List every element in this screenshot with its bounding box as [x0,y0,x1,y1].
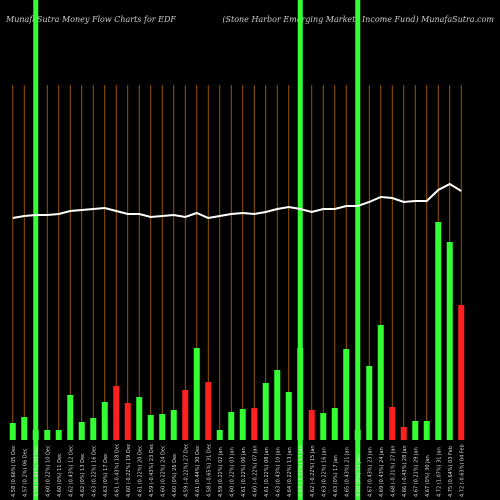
x-tick-label: 4.57 (0.2%) 06 Dec [22,448,28,497]
x-tick-label: 4.67 (0.43%) 23 Jan [367,447,373,497]
bar [147,415,154,440]
x-tick-label: 4.60 (0.22%) 03 Jan [229,447,235,497]
x-tick-label: 4.61 (0.22%) 06 Jan [241,447,247,497]
bar [216,430,223,440]
x-tick-label: 4.65 (0.43%) 21 Jan [344,447,350,497]
x-tick-label: 4.60 (0.22%) 10 Dec [45,445,51,497]
x-tick-label: 4.63 (0%) 17 Jan [333,455,339,497]
bar [90,418,97,440]
bar [274,370,281,440]
x-tick-label: 4.66 (-0.43%) 28 Jan [402,445,408,497]
x-tick-label: 4.72 (-0.63%) 04 Feb [459,444,465,497]
x-tick-label: 4.67 (0%) 30 Jan [425,455,431,497]
highlight-line [355,0,361,500]
highlight-line [297,0,303,500]
chart-title: MunafaSutra Money Flow Charts for EDF [5,15,176,24]
bar [308,410,315,440]
bar [400,427,407,440]
bar [21,417,28,440]
bar [228,412,235,440]
money-flow-line [12,182,462,220]
x-tick-label: 4.64 (0.22%) 13 Jan [287,447,293,497]
x-tick-label: 4.59 (0.44%) 09 Dec [34,445,40,497]
x-tick-label: 4.63 (0.22%) 16 Dec [91,445,97,497]
x-tick-label: 4.59 (0.22%) 02 Jan [218,447,224,497]
x-tick-label: 4.62 (0%) 13 Dec [80,453,86,497]
bar [205,382,212,440]
bar [239,409,246,440]
x-tick-label: 4.61 (-0.43%) 18 Dec [114,443,120,497]
bar [412,421,419,440]
bar [124,403,131,440]
bar [354,430,361,440]
x-tick-label: 4.58 (0.66%) 05 Dec [11,445,17,497]
bar [343,349,350,440]
highlight-line [33,0,39,500]
bar [159,414,166,440]
bar [262,383,269,440]
bar [193,348,200,440]
x-tick-label: 4.69 (0.43%) 24 Jan [379,447,385,497]
x-tick-label: 4.68 (-0.21%) 27 Jan [390,445,396,497]
x-tick-label: 4.63 (0.43%) 10 Jan [275,447,281,497]
x-tick-label: 4.63 (-0.22%) 14 Jan [298,445,304,497]
bar [446,242,453,440]
bar [377,325,384,440]
x-tick-label: 4.60 (0%) 26 Dec [172,453,178,497]
x-tick-label: 4.72 (1.07%) 31 Jan [436,447,442,497]
bar [44,430,51,440]
bar [435,222,442,440]
bar [9,423,16,440]
x-tick-label: 4.60 (-0.22%) 19 Dec [126,443,132,497]
bar [170,410,177,440]
bar [366,366,373,440]
x-tick-label: 4.63 (0.22%) 16 Jan [321,447,327,497]
bar [78,422,85,440]
x-tick-label: 4.58 (-0.65%) 31 Dec [206,443,212,497]
x-tick-label: 4.59 (-0.22%) 27 Dec [183,443,189,497]
bar [251,408,258,440]
x-tick-label: 4.61 (0.44%) 30 Dec [195,445,201,497]
bar [55,430,62,440]
bar [67,395,74,440]
x-tick-label: 4.67 (0.21%) 29 Jan [413,447,419,497]
bar [320,413,327,440]
x-tick-label: 4.63 (0%) 17 Dec [103,453,109,497]
x-tick-label: 4.59 (-0.43%) 23 Dec [149,443,155,497]
bar [32,430,39,440]
bar [389,407,396,440]
x-tick-label: 4.62 (0.43%) 12 Dec [68,445,74,497]
x-tick-label: 4.60 (0.22%) 24 Dec [160,445,166,497]
x-tick-label: 4.75 (0.64%) 03 Feb [448,446,454,497]
bar [331,408,338,440]
bar [297,348,304,440]
bar [101,402,108,440]
bar [113,386,120,440]
x-tick-label: 4.60 (-0.22%) 07 Jan [252,445,258,497]
x-tick-label: 4.61 (0.22%) 20 Dec [137,445,143,497]
bar [182,390,189,440]
x-tick-label: 4.61 (0.22%) 08 Jan [264,447,270,497]
bar [136,397,143,440]
x-tick-label: 4.62 (-0.22%) 15 Jan [310,445,316,497]
bar [423,421,430,440]
x-tick-label: 4.60 (0%) 11 Dec [57,453,63,497]
bar [285,392,292,440]
x-tick-label: 4.65 (0%) 22 Jan [356,455,362,497]
bar [458,305,465,440]
